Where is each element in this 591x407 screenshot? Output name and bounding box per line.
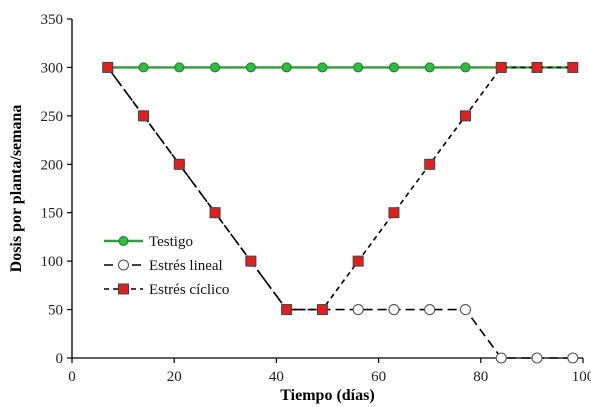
- data-point: [138, 110, 150, 122]
- data-point: [567, 61, 579, 73]
- legend-marker-estres-ciclico: [118, 283, 129, 295]
- legend-label-estres-ciclico: Estrés cíclico: [149, 282, 229, 298]
- data-point: [316, 304, 328, 316]
- legend-label-testigo: Testigo: [149, 234, 193, 250]
- data-point: [388, 62, 399, 73]
- data-point: [388, 304, 400, 316]
- y-tick-label: 50: [48, 303, 63, 319]
- y-axis-title: Dosis por planta/semana: [8, 105, 25, 273]
- data-point: [352, 304, 364, 316]
- data-point: [424, 158, 436, 170]
- data-point: [567, 352, 579, 364]
- data-point: [531, 352, 543, 364]
- data-point: [353, 62, 364, 73]
- axes: 0 50 100 150 200 250 300 350 0 20 40 60 80 100: [41, 12, 591, 385]
- data-point: [281, 62, 292, 73]
- series-line-estres-ciclico: [107, 66, 573, 311]
- data-point: [210, 62, 221, 73]
- data-point: [245, 62, 256, 73]
- y-tick-label: 300: [41, 60, 64, 76]
- x-tick-label: 20: [167, 369, 182, 385]
- legend-label-estres-lineal: Estrés lineal: [149, 258, 223, 274]
- x-tick-label: 60: [371, 369, 386, 385]
- data-point: [459, 110, 471, 122]
- data-point: [388, 207, 400, 219]
- series-layer: [102, 61, 579, 364]
- x-tick-label: 0: [68, 369, 76, 385]
- data-point: [495, 352, 507, 364]
- data-point: [460, 62, 471, 73]
- y-tick-label: 250: [41, 109, 64, 125]
- x-tick-label: 40: [269, 369, 284, 385]
- data-point: [173, 158, 185, 170]
- data-point: [138, 62, 149, 73]
- y-tick-label: 0: [56, 351, 64, 367]
- x-tick-label: 80: [473, 369, 488, 385]
- data-point: [174, 62, 185, 73]
- legend: Testigo Estrés lineal Estrés cíclico: [104, 234, 229, 298]
- legend-marker-estres-lineal: [117, 259, 130, 271]
- y-tick-label: 100: [41, 254, 64, 270]
- x-axis-title: Tiempo (días): [280, 387, 374, 404]
- y-tick-label: 350: [41, 12, 64, 28]
- data-point: [424, 304, 436, 316]
- data-point: [531, 61, 543, 73]
- data-point: [459, 304, 472, 316]
- data-point: [102, 61, 114, 73]
- data-point: [352, 255, 364, 267]
- data-point: [245, 255, 257, 267]
- y-tick-label: 200: [41, 157, 64, 173]
- legend-marker-testigo: [118, 236, 129, 246]
- data-point: [281, 304, 293, 316]
- data-point: [424, 62, 435, 73]
- data-point: [317, 62, 328, 73]
- data-point: [209, 207, 221, 219]
- series-estres-ciclico: [102, 61, 579, 316]
- y-tick-label: 150: [41, 206, 64, 222]
- series-estres-lineal: [102, 61, 579, 364]
- series-line-estres-lineal: [107, 66, 573, 359]
- x-tick-label: 100: [572, 369, 591, 385]
- data-point: [495, 61, 507, 73]
